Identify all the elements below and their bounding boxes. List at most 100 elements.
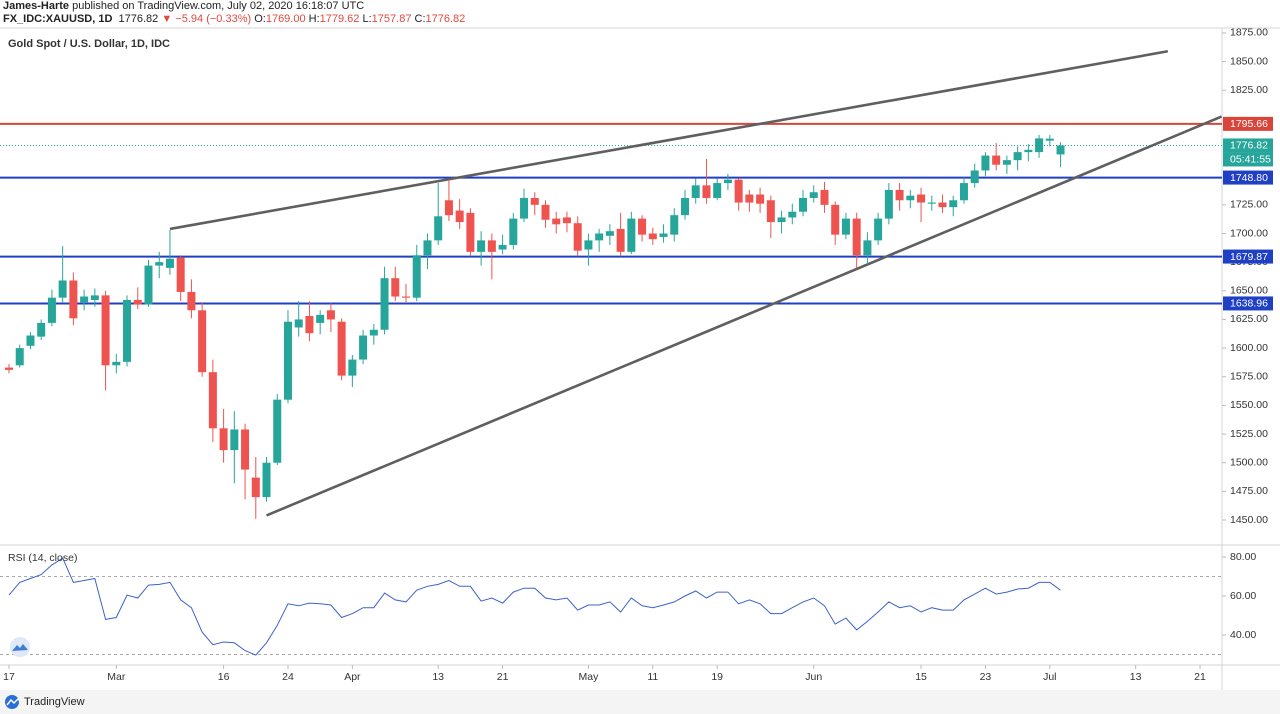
publish-line: James-Harte published on TradingView.com… — [3, 0, 465, 13]
candle-body — [359, 335, 368, 360]
footer: TradingView — [0, 690, 1280, 714]
y-tick-label: 1525.00 — [1230, 428, 1268, 440]
candle-body — [434, 216, 443, 241]
candle-body — [541, 204, 550, 220]
candle-body — [348, 359, 357, 376]
x-tick-label: 21 — [497, 671, 509, 683]
candle-body — [1056, 145, 1065, 155]
candle-body — [15, 348, 24, 366]
candle-body — [895, 189, 904, 201]
candle-body — [820, 189, 829, 205]
candle-body — [5, 367, 13, 370]
candle-body — [283, 321, 292, 400]
countdown-label-box — [1223, 152, 1273, 167]
x-tick-label: Jun — [805, 671, 822, 683]
candle-body — [627, 218, 636, 252]
level-label: 1679.87 — [1230, 251, 1268, 263]
published: published on TradingView.com, July 02, 2… — [72, 0, 365, 12]
candle-body — [605, 231, 614, 236]
last: 1776.82 — [118, 13, 159, 25]
trendline — [266, 115, 1222, 517]
candle-body — [1024, 149, 1033, 153]
brand: TradingView — [24, 696, 85, 708]
candle-body — [670, 215, 679, 235]
candle-body — [745, 194, 754, 203]
candle-body — [723, 179, 732, 184]
candle-body — [509, 218, 518, 245]
candle-body — [337, 321, 346, 376]
candle-body — [219, 428, 228, 451]
candle-body — [616, 228, 625, 252]
y-tick-label: 1725.00 — [1230, 199, 1268, 211]
candle-body — [552, 218, 561, 225]
y-tick-label: 80.00 — [1230, 551, 1256, 563]
candle-body — [874, 218, 883, 241]
countdown-label: 05:41:55 — [1230, 154, 1271, 166]
y-tick-label: 1875.00 — [1230, 27, 1268, 39]
candle-body — [831, 204, 840, 235]
ohlc: O:1769.00 H:1779.62 L:1757.87 C:1776.82 — [254, 13, 465, 25]
y-tick-label: 1625.00 — [1230, 313, 1268, 325]
candle-body — [80, 296, 89, 303]
x-tick-label: 17 — [3, 671, 15, 683]
ohlc-value: 1776.82 — [425, 13, 466, 25]
level-label-box — [1223, 249, 1273, 264]
candle-body — [305, 316, 314, 334]
x-tick-label: Jul — [1043, 671, 1056, 683]
candle-body — [316, 314, 325, 323]
symbol: FX_IDC:XAUUSD, 1D — [3, 13, 113, 25]
x-tick-label: 21 — [1194, 671, 1206, 683]
x-tick-label: 19 — [711, 671, 723, 683]
candle-body — [691, 185, 700, 198]
candle-body — [1002, 160, 1011, 165]
candle-body — [155, 262, 164, 266]
logo-badge — [10, 637, 30, 657]
candle-body — [423, 240, 432, 256]
candle-body — [455, 210, 464, 223]
candle-body — [799, 197, 808, 212]
rsi-pane — [0, 557, 1222, 656]
candle-body — [562, 217, 571, 224]
candle-body — [498, 244, 507, 250]
candle-body — [391, 278, 400, 297]
x-tick-label: May — [578, 671, 599, 683]
ohlc-label: O: — [254, 13, 266, 25]
candle-body — [906, 195, 915, 201]
y-tick-label: 1450.00 — [1230, 514, 1268, 526]
y-tick-label: 1850.00 — [1230, 55, 1268, 67]
quote-line: FX_IDC:XAUUSD, 1D 1776.82 ▼ −5.94 (−0.33… — [3, 13, 465, 26]
ohlc-label: H: — [308, 13, 320, 25]
indicator-title: RSI (14, close) — [8, 552, 77, 564]
candle-body — [949, 200, 958, 208]
candle-body — [69, 280, 78, 319]
chart: 1875.001850.001825.001725.001700.001675.… — [0, 27, 1280, 690]
candle-body — [1013, 152, 1022, 161]
candle-body — [938, 202, 947, 208]
change: ▼ −5.94 (−0.33%) — [161, 13, 252, 25]
ohlc-value: 1769.00 — [265, 13, 306, 25]
candle-body — [809, 192, 818, 198]
candle-body — [251, 477, 260, 498]
candle-body — [241, 429, 250, 470]
y-tick-label: 1500.00 — [1230, 456, 1268, 468]
author: James-Harte — [3, 0, 70, 12]
candle-body — [584, 240, 593, 250]
trendline — [169, 49, 1169, 231]
candle-body — [133, 299, 142, 305]
candle-body — [530, 197, 539, 205]
candle-body — [959, 183, 968, 201]
y-tick-label: 1575.00 — [1230, 371, 1268, 383]
level-label-box — [1223, 170, 1273, 185]
candle-body — [326, 310, 335, 320]
y-tick-label: 1650.00 — [1230, 285, 1268, 297]
x-tick-label: 23 — [980, 671, 992, 683]
candle-body — [26, 335, 35, 346]
x-tick-label: Mar — [107, 671, 126, 683]
candle-body — [47, 297, 56, 323]
candle-body — [412, 255, 421, 298]
candle-body — [273, 399, 282, 463]
rsi-line — [8, 557, 1061, 656]
candle-body — [58, 280, 67, 298]
ohlc-label: L: — [362, 13, 372, 25]
y-tick-label: 1475.00 — [1230, 485, 1268, 497]
